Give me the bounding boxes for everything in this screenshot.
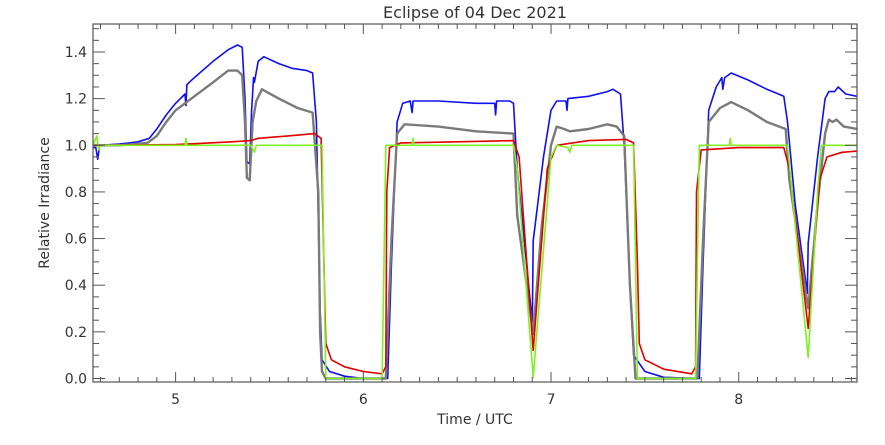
y-tick-label: 1.0 xyxy=(65,138,87,154)
y-tick-label: 1.2 xyxy=(65,92,87,108)
y-tick-label: 0.0 xyxy=(65,372,87,388)
series-line-green xyxy=(93,135,857,380)
x-tick-label: 7 xyxy=(547,392,556,408)
x-tick-label: 8 xyxy=(734,392,743,408)
y-axis-label: Relative Irradiance xyxy=(37,137,53,268)
y-tick-label: 0.6 xyxy=(65,232,87,248)
chart-title: Eclipse of 04 Dec 2021 xyxy=(383,3,567,22)
axes-layer: 5 6 7 8 0.0 0.2 0.4 0.6 0.8 1.0 1.2 1.4 xyxy=(65,23,858,408)
x-tick-label: 5 xyxy=(171,392,180,408)
plot-frame xyxy=(92,23,858,383)
y-tick-label: 0.8 xyxy=(65,185,87,201)
series-layer xyxy=(93,44,857,380)
x-axis-label: Time / UTC xyxy=(436,412,513,428)
y-tick-label: 1.4 xyxy=(65,45,87,61)
y-tick-label: 0.2 xyxy=(65,325,87,341)
series-line-blue xyxy=(93,44,857,380)
series-line-gray xyxy=(93,69,857,380)
y-tick-label: 0.4 xyxy=(65,278,87,294)
x-tick-label: 6 xyxy=(359,392,368,408)
series-line-red xyxy=(93,132,857,375)
